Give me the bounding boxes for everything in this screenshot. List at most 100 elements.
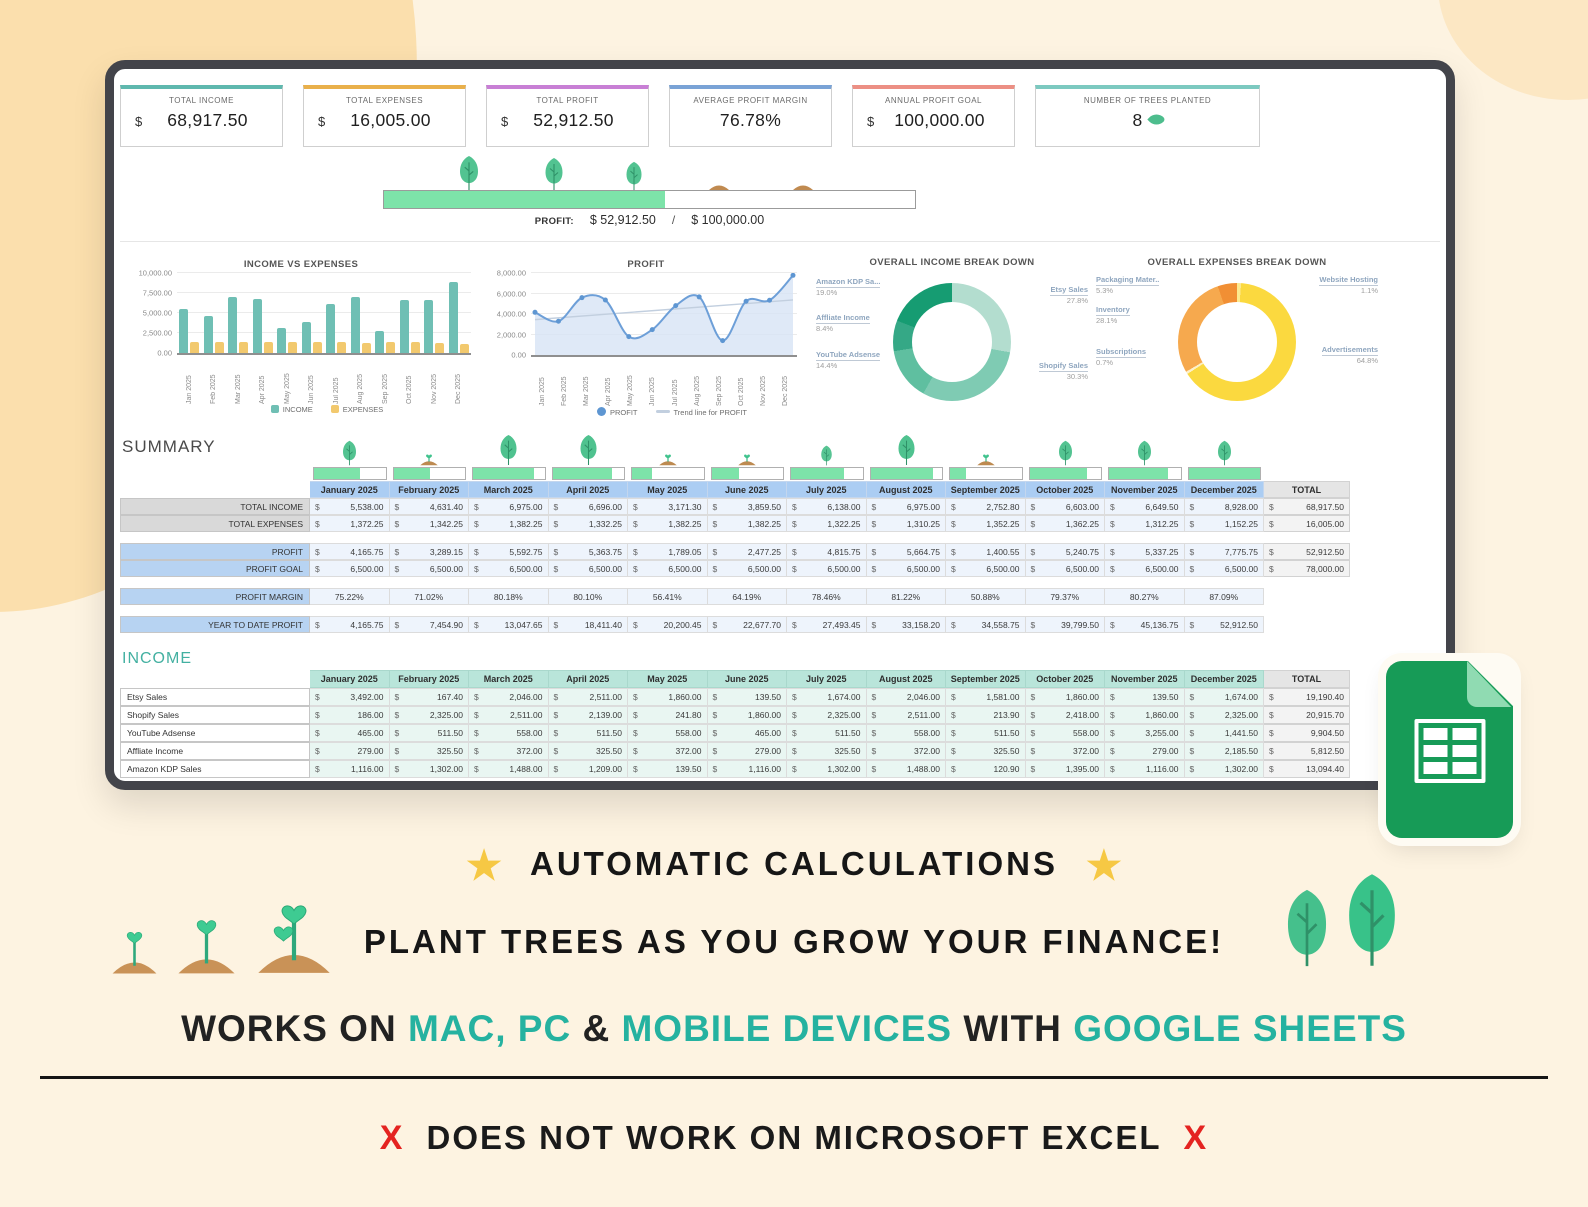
month-progress: [946, 431, 1026, 480]
month-header-cell: February 2025: [389, 670, 469, 688]
data-cell: $511.50: [946, 724, 1026, 742]
data-cell: $45,136.75: [1105, 616, 1185, 633]
feature-text: AUTOMATIC CALCULATIONS: [530, 845, 1058, 882]
excel-warning: X DOES NOT WORK ON MICROSOFT EXCEL X: [0, 1119, 1588, 1158]
month-header-cell: May 2025: [628, 670, 708, 688]
total-cell: $13,094.40: [1264, 760, 1350, 778]
table-header-row: January 2025 February 2025 March 2025 April…: [120, 670, 1350, 688]
data-cell: $511.50: [389, 724, 469, 742]
data-cell: $8,928.00: [1184, 498, 1264, 515]
x-tick-label: Apr 2025: [259, 375, 267, 404]
mini-progress-fill: [1188, 468, 1260, 479]
data-cell: $1,116.00: [1105, 760, 1185, 778]
total-cell: $20,915.70: [1264, 706, 1350, 724]
profit-progress-caption: PROFIT: $ 52,912.50 / $ 100,000.00: [383, 213, 916, 227]
data-cell: $1,312.25: [1105, 515, 1185, 532]
background-blob-top-right: [1438, 0, 1588, 100]
total-cell: $9,904.50: [1264, 724, 1350, 742]
data-cell: $5,363.75: [548, 543, 628, 560]
data-cell: $2,185.50: [1184, 742, 1264, 760]
mini-progress-fill: [552, 468, 612, 479]
expenses-breakdown-chart: OVERALL EXPENSES BREAK DOWN Packaging Ma…: [1094, 257, 1380, 409]
bar-plot: 0.00 2,500.00 5,000.00 7,500.00 10,000.00: [139, 269, 471, 358]
sprout-icon: [420, 454, 438, 466]
kpi-total-profit: TOTAL PROFIT $52,912.50: [486, 85, 649, 147]
data-cell: $2,046.00: [469, 688, 549, 706]
mini-progress-fill: [711, 468, 739, 479]
spreadsheet-grid-icon: [1414, 719, 1485, 783]
data-cell: $2,752.80: [946, 498, 1026, 515]
data-cell: $1,302.00: [1184, 760, 1264, 778]
data-bar: [350, 297, 360, 353]
data-bar: [277, 327, 287, 353]
row-label: Amazon KDP Sales: [120, 760, 310, 778]
plant: [497, 434, 520, 466]
data-cell: 79.37%: [1025, 588, 1105, 605]
data-cell: 64.19%: [707, 588, 787, 605]
tree-icon: [1217, 440, 1231, 466]
kpi-value: 76.78%: [719, 110, 782, 130]
currency-symbol: $: [867, 114, 875, 129]
hero-mound: [792, 181, 814, 190]
x-tick-label: May 2025: [283, 373, 291, 404]
month-header-cell: October 2025: [1025, 670, 1105, 688]
x-tick-label: Nov 2025: [760, 376, 768, 406]
income-donut: [893, 283, 1011, 401]
data-cell: $5,592.75: [469, 543, 549, 560]
data-cell: $1,400.55: [946, 543, 1026, 560]
legend-item: INCOME: [270, 405, 313, 414]
data-cell: $7,454.90: [389, 616, 469, 633]
kpi-label: TOTAL PROFIT: [536, 96, 599, 105]
tree-icon: [1287, 889, 1327, 967]
divider: [120, 241, 1440, 242]
x-tick-label: Jul 2025: [671, 379, 679, 406]
data-bar: [375, 330, 385, 353]
data-cell: $372.00: [469, 742, 549, 760]
data-bar: [361, 342, 371, 353]
x-tick-label: Mar 2025: [582, 376, 590, 406]
plant: [577, 434, 600, 466]
data-cell: $1,789.05: [628, 543, 708, 560]
month-progress: [310, 431, 390, 480]
mini-progress-bar: [392, 467, 466, 480]
data-cell: $279.00: [310, 742, 390, 760]
row-label: PROFIT MARGIN: [120, 588, 310, 605]
data-cell: $4,631.40: [389, 498, 469, 515]
data-cell: 80.27%: [1105, 588, 1185, 605]
x-tick-label: Nov 2025: [430, 374, 438, 404]
data-cell: $6,500.00: [389, 560, 469, 577]
month-header-cell: July 2025: [787, 670, 867, 688]
donut-label: Website Hosting 1.1%: [1319, 275, 1378, 295]
bar-group: [448, 273, 469, 353]
y-tick-label: 2,000.00: [496, 330, 526, 339]
month-progress: [708, 431, 788, 480]
x-tick-label: Aug 2025: [693, 376, 701, 406]
data-cell: $6,138.00: [787, 498, 867, 515]
data-cell: 75.22%: [310, 588, 390, 605]
table-row: Etsy Sales $3,492.00 $167.40 $2,046.00 $2,51…: [120, 688, 1350, 706]
month-progress: [787, 431, 867, 480]
data-cell: $13,047.65: [469, 616, 549, 633]
data-cell: $20,200.45: [628, 616, 708, 633]
profit-progress-bar: [383, 156, 916, 209]
data-cell: $1,860.00: [1025, 688, 1105, 706]
month-header-cell: December 2025: [1184, 670, 1264, 688]
data-cell: $6,500.00: [469, 560, 549, 577]
row-label: Shopify Sales: [120, 706, 310, 724]
data-cell: $1,441.50: [1184, 724, 1264, 742]
data-cell: $372.00: [1025, 742, 1105, 760]
y-tick-label: 7,500.00: [142, 288, 172, 298]
data-cell: 80.18%: [469, 588, 549, 605]
data-cell: $558.00: [866, 724, 946, 742]
hero-tree: [456, 155, 482, 191]
tree-icon: [1349, 874, 1395, 966]
feature-automatic-calculations: ★ AUTOMATIC CALCULATIONS ★: [0, 843, 1588, 889]
data-cell: $2,418.00: [1025, 706, 1105, 724]
data-cell: $27,493.45: [787, 616, 867, 633]
data-cell: $2,511.00: [866, 706, 946, 724]
data-cell: $558.00: [469, 724, 549, 742]
data-cell: $39,799.50: [1025, 616, 1105, 633]
data-cell: $1,302.00: [787, 760, 867, 778]
data-cell: $5,337.25: [1105, 543, 1185, 560]
warning-text: DOES NOT WORK ON MICROSOFT EXCEL: [426, 1119, 1162, 1156]
